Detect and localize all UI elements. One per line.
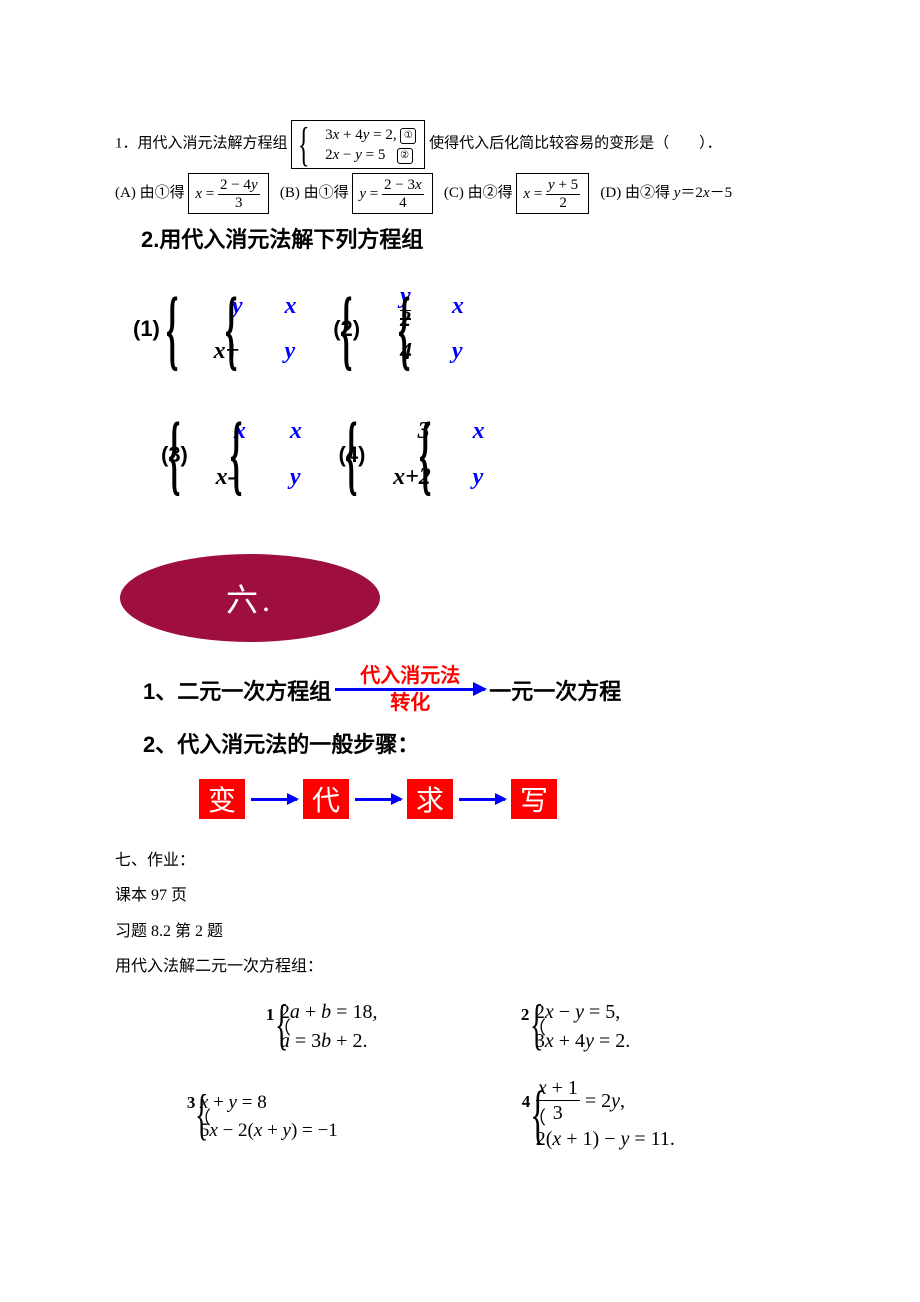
hw-row-1: （ { 12a + b = 18, a = 3b + 2. （ { 22x − … xyxy=(265,998,805,1056)
q1-system: 3x + 4y = 2, ① 2x − y = 5 ② xyxy=(325,125,416,166)
q2-problems: (1) { y x+ { x y (2) { y2 4 { xyxy=(133,284,805,501)
s7-l1: 课本 97 页 xyxy=(115,878,805,913)
q2-p1-rhs: x y xyxy=(260,284,296,375)
q2-p2-rhs: x y xyxy=(433,284,463,375)
hw-4: （ { 4 x + 13 = 2y, 2(x + 1) − y = 11. xyxy=(520,1080,675,1154)
q2-p1-num: (1) xyxy=(133,316,160,342)
summary-left: 1、二元一次方程组 xyxy=(143,674,331,706)
q2-row-1: (1) { y x+ { x y (2) { y2 4 { xyxy=(133,284,805,376)
ellipse-label: 六. xyxy=(226,575,274,621)
arrow-bottom-label: 转化 xyxy=(390,693,430,713)
brace-icon: { xyxy=(345,423,357,486)
section-6-ellipse: 六. xyxy=(120,554,380,642)
homework: （ { 12a + b = 18, a = 3b + 2. （ { 22x − … xyxy=(115,998,805,1154)
question-1: 1．用代入消元法解方程组 { 3x + 4y = 2, ① 2x − y = 5… xyxy=(115,120,805,169)
hw-1-lines: 12a + b = 18, a = 3b + 2. xyxy=(280,998,378,1056)
step-box-4: 写 xyxy=(511,779,557,819)
arrow-top-label: 代入消元法 xyxy=(360,666,460,686)
hw-2-lines: 22x − y = 5, 3x + 4y = 2. xyxy=(535,998,630,1056)
choice-d-label: (D) 由②得 xyxy=(600,184,670,200)
q2-row-2: (3) { x x- { x y (4) { 3 x+2 { xyxy=(161,409,805,500)
step-row: 变 代 求 写 xyxy=(199,779,805,819)
q2-p3-rhs: x y xyxy=(265,409,301,500)
brace-icon: { xyxy=(340,298,352,361)
brace-icon: { xyxy=(168,423,180,486)
hw-1: （ { 12a + b = 18, a = 3b + 2. xyxy=(265,998,520,1056)
arrow-icon xyxy=(335,688,485,691)
section-7: 七、作业： 课本 97 页 习题 8.2 第 2 题 用代入法解二元一次方程组： xyxy=(115,843,805,984)
brace-icon: { xyxy=(230,423,242,486)
choice-c-label: (C) 由②得 xyxy=(444,184,513,200)
q1-choices: (A) 由①得 x = 2 − 4y3 (B) 由①得 y = 2 − 3x4 … xyxy=(115,173,805,214)
summary-right: 一元一次方程 xyxy=(489,674,621,706)
brace-icon: { xyxy=(225,298,237,361)
summary-line-1: 1、二元一次方程组 代入消元法 转化 一元一次方程 xyxy=(143,666,805,713)
s7-l2: 习题 8.2 第 2 题 xyxy=(115,914,805,949)
summary-line-2: 2、代入消元法的一般步骤： xyxy=(143,727,805,759)
hw-2: （ { 22x − y = 5, 3x + 4y = 2. xyxy=(520,998,630,1056)
choice-a-label: (A) 由①得 xyxy=(115,184,185,200)
step-box-1: 变 xyxy=(199,779,245,819)
arrow-icon xyxy=(459,798,505,801)
s7-l3: 用代入法解二元一次方程组： xyxy=(115,949,805,984)
step-box-2: 代 xyxy=(303,779,349,819)
hw-3-lines: 3x + y = 8 5x − 2(x + y) = −1 xyxy=(200,1089,338,1144)
arrow-icon xyxy=(355,798,401,801)
arrow-icon xyxy=(251,798,297,801)
q2-heading: 2.用代入消元法解下列方程组 xyxy=(141,222,805,254)
s7-heading: 七、作业： xyxy=(115,843,805,878)
transform-arrow: 代入消元法 转化 xyxy=(335,666,485,713)
brace-icon: { xyxy=(166,298,178,361)
page: 1．用代入消元法解方程组 { 3x + 4y = 2, ① 2x − y = 5… xyxy=(0,0,920,1258)
q1-system-box: { 3x + 4y = 2, ① 2x − y = 5 ② xyxy=(291,120,425,169)
hw-4-lines: 4 x + 13 = 2y, 2(x + 1) − y = 11. xyxy=(536,1080,675,1154)
q1-prefix: 1．用代入消元法解方程组 xyxy=(115,136,288,152)
choice-b-label: (B) 由①得 xyxy=(280,184,349,200)
brace-icon: { xyxy=(298,126,310,164)
hw-3: （ { 3x + y = 8 5x − 2(x + y) = −1 xyxy=(185,1080,520,1154)
choice-a-expr: x = 2 − 4y3 xyxy=(188,173,268,214)
choice-c-expr: x = y + 52 xyxy=(516,173,589,214)
q1-suffix: 使得代入后化简比较容易的变形是（ ）． xyxy=(429,136,722,152)
brace-icon: { xyxy=(419,423,431,486)
step-box-3: 求 xyxy=(407,779,453,819)
hw-row-2: （ { 3x + y = 8 5x − 2(x + y) = −1 （ { 4 … xyxy=(185,1080,805,1154)
summary: 1、二元一次方程组 代入消元法 转化 一元一次方程 2、代入消元法的一般步骤： … xyxy=(143,666,805,819)
brace-icon: { xyxy=(398,298,410,361)
choice-b-expr: y = 2 − 3x4 xyxy=(352,173,432,214)
q2-p4-rhs: x y xyxy=(454,409,484,500)
choice-d-expr: y＝2x－5 xyxy=(674,184,732,200)
